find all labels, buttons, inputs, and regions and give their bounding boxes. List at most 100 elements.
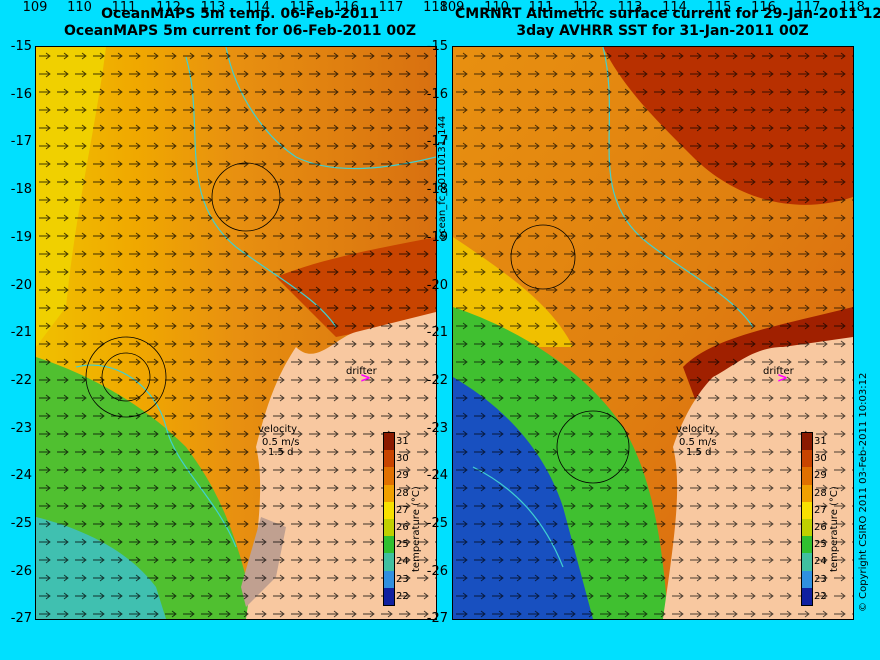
colorbar-swatch — [384, 467, 394, 486]
forecast-id-label: ocean_fc_20110131_144 — [437, 115, 448, 240]
colorbar-tick-label: 31 — [814, 436, 827, 447]
x-tick-label: 116 — [751, 0, 776, 15]
x-tick-label: 111 — [111, 0, 137, 15]
y-tick-label: -20 — [10, 277, 32, 293]
colorbar-title-left: temperature (°C) — [411, 486, 422, 572]
y-tick-label: -24 — [426, 468, 448, 484]
x-tick-label: 114 — [245, 0, 270, 15]
copyright-label: © Copyright CSIRO 2011 03-Feb-2011 10:03… — [858, 372, 869, 612]
colorbar-swatch — [384, 587, 394, 606]
y-tick-label: -23 — [426, 420, 448, 436]
colorbar-tick-label: 31 — [396, 436, 409, 447]
colorbar-tick-label: 30 — [814, 453, 827, 465]
colorbar-swatch — [384, 501, 394, 520]
left-map-panel — [35, 46, 437, 620]
x-tick-label: 117 — [378, 0, 404, 15]
y-tick-label: -15 — [10, 39, 32, 54]
right-title-line-1: CMRNRT Altimetric surface current for 29… — [455, 6, 880, 22]
velocity-label-right: velocity — [676, 424, 716, 435]
drifter-label-right: drifter — [763, 366, 794, 377]
y-tick-label: -24 — [10, 468, 32, 484]
colorbar-swatch — [802, 536, 812, 554]
left-title-line-1: OceanMAPS 5m temp. 06-Feb-2011 — [101, 6, 379, 22]
x-tick-label: 111 — [528, 0, 554, 15]
y-tick-label: -21 — [10, 325, 32, 341]
colorbar-tick-label: 30 — [396, 453, 409, 465]
current-vectors — [453, 47, 853, 619]
colorbar-tick-label: 22 — [396, 590, 409, 602]
colorbar-tick-label: 29 — [814, 470, 827, 482]
y-tick-label: -26 — [10, 563, 32, 579]
x-tick-label: 110 — [484, 0, 509, 15]
x-tick-label: 114 — [662, 0, 687, 15]
colorbar-tick-label: 23 — [814, 573, 827, 585]
x-tick-label: 116 — [334, 0, 359, 15]
colorbar-swatch — [384, 553, 394, 572]
y-tick-label: -23 — [10, 420, 32, 436]
x-tick-label: 117 — [795, 0, 821, 15]
colorbar-swatch — [802, 450, 812, 468]
x-tick-label: 115 — [289, 0, 315, 15]
velocity-scale-right: 0.5 m/s — [679, 437, 717, 448]
colorbar-swatch — [802, 553, 812, 572]
right-title-line-2: 3day AVHRR SST for 31-Jan-2011 00Z — [516, 23, 809, 39]
colorbar-tick-label: 27 — [396, 504, 409, 516]
y-tick-label: -22 — [10, 372, 32, 388]
y-tick-label: -16 — [426, 86, 448, 102]
x-tick-label: 109 — [439, 0, 465, 15]
colorbar-swatch — [802, 519, 812, 537]
colorbar-tick-label: 28 — [814, 487, 827, 499]
left-title-line-2: OceanMAPS 5m current for 06-Feb-2011 00Z — [64, 23, 416, 39]
right-map-svg — [453, 47, 853, 619]
colorbar-swatch — [384, 570, 394, 589]
colorbar-tick-label: 24 — [396, 556, 409, 568]
colorbar-swatch — [802, 433, 812, 451]
x-tick-label: 113 — [200, 0, 226, 15]
colorbar-tick-label: 26 — [814, 522, 827, 533]
velocity-label-left: velocity — [258, 424, 298, 435]
y-tick-label: -22 — [426, 372, 448, 388]
drifter-marker-left: > — [360, 371, 371, 386]
colorbar-swatch — [802, 587, 812, 606]
colorbar-left — [383, 432, 395, 606]
y-tick-label: -25 — [426, 516, 448, 531]
x-tick-label: 110 — [67, 0, 92, 15]
colorbar-swatch — [384, 484, 394, 503]
colorbar-tick-label: 27 — [814, 504, 827, 516]
y-tick-label: -18 — [10, 182, 32, 198]
colorbar-tick-label: 26 — [396, 522, 409, 533]
colorbar-swatch — [384, 519, 394, 537]
drifter-marker-right: > — [777, 371, 788, 386]
colorbar-tick-label: 23 — [396, 573, 409, 585]
y-tick-label: -26 — [426, 563, 448, 579]
y-tick-label: -16 — [10, 86, 32, 102]
colorbar-tick-label: 29 — [396, 470, 409, 482]
velocity-time-left: 1.5 d — [268, 447, 294, 458]
left-map-title: OceanMAPS 5m temp. 06-Feb-2011 OceanMAPS… — [40, 6, 440, 40]
x-tick-label: 118 — [840, 0, 865, 15]
y-tick-label: -27 — [426, 611, 448, 627]
y-tick-label: -17 — [10, 134, 32, 150]
colorbar-swatch — [802, 501, 812, 520]
colorbar-swatch — [802, 467, 812, 486]
y-tick-label: -15 — [426, 39, 448, 54]
colorbar-tick-label: 25 — [814, 539, 827, 551]
right-map-panel — [452, 46, 854, 620]
y-tick-label: -25 — [10, 516, 32, 531]
colorbar-swatch — [384, 450, 394, 468]
y-tick-label: -20 — [426, 277, 448, 293]
y-tick-label: -21 — [426, 325, 448, 341]
x-tick-label: 112 — [573, 0, 598, 15]
y-tick-label: -18 — [426, 182, 448, 198]
x-tick-label: 115 — [706, 0, 732, 15]
colorbar-tick-label: 25 — [396, 539, 409, 551]
colorbar-tick-label: 28 — [396, 487, 409, 499]
colorbar-tick-label: 24 — [814, 556, 827, 568]
left-map-svg — [36, 47, 436, 619]
colorbar-swatch — [802, 484, 812, 503]
current-vectors — [36, 47, 436, 619]
colorbar-tick-label: 22 — [814, 590, 827, 602]
x-tick-label: 118 — [423, 0, 448, 15]
x-tick-label: 112 — [156, 0, 181, 15]
velocity-scale-left: 0.5 m/s — [262, 437, 300, 448]
